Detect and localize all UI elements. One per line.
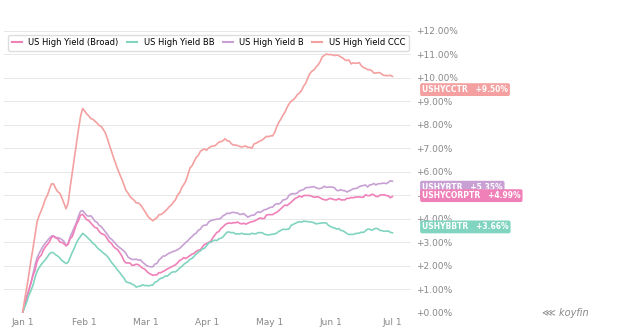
Legend: US High Yield (Broad), US High Yield BB, US High Yield B, US High Yield CCC: US High Yield (Broad), US High Yield BB,… — [8, 35, 409, 51]
Text: USHYCORPTR   +4.99%: USHYCORPTR +4.99% — [422, 191, 520, 200]
Text: USHYBTR   +5.35%: USHYBTR +5.35% — [422, 183, 502, 192]
Text: ⋘ koyfin: ⋘ koyfin — [542, 308, 589, 318]
Text: USHYBBTR   +3.66%: USHYBBTR +3.66% — [422, 222, 509, 231]
Text: USHYCCTR   +9.50%: USHYCCTR +9.50% — [422, 85, 508, 94]
